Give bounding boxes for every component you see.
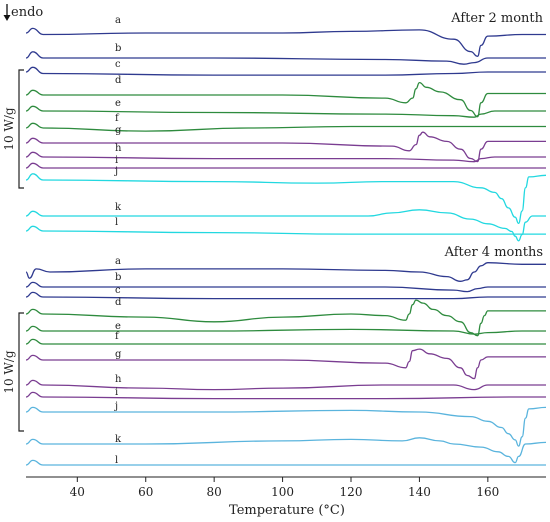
curve-label-2-month-f: f bbox=[115, 113, 120, 124]
panel-title-2-month: After 2 month bbox=[450, 11, 543, 26]
curve-label-2-month-k: k bbox=[115, 202, 122, 213]
endo-indicator: endo bbox=[3, 4, 43, 21]
curve-4-months-f bbox=[25, 338, 546, 345]
x-tick-label-40: 40 bbox=[70, 485, 85, 499]
curve-label-4-months-i: i bbox=[115, 387, 118, 398]
panel-title-4-months: After 4 months bbox=[444, 245, 543, 260]
x-axis-label: Temperature (°C) bbox=[229, 503, 345, 518]
scale-bracket-top bbox=[18, 69, 24, 189]
curve-2-month-g bbox=[25, 131, 546, 163]
curve-label-4-months-a: a bbox=[115, 256, 121, 267]
curve-4-months-e bbox=[25, 325, 546, 335]
curve-label-4-months-g: g bbox=[115, 349, 122, 360]
curve-4-months-i bbox=[25, 391, 546, 400]
curve-2-month-b bbox=[25, 51, 546, 65]
curve-label-2-month-a: a bbox=[115, 15, 121, 26]
curve-label-2-month-e: e bbox=[115, 98, 121, 109]
x-tick-label-80: 80 bbox=[207, 485, 222, 499]
curve-label-4-months-h: h bbox=[115, 374, 122, 385]
curve-label-4-months-e: e bbox=[115, 321, 121, 332]
x-tick-label-140: 140 bbox=[408, 485, 431, 499]
curve-4-months-d bbox=[25, 299, 546, 337]
curve-label-2-month-i: i bbox=[115, 155, 118, 166]
scale-bar-bottom: 10 W/g bbox=[2, 312, 24, 432]
curve-2-month-e bbox=[25, 105, 546, 118]
scale-label-bottom: 10 W/g bbox=[2, 350, 16, 393]
curve-4-months-c bbox=[25, 291, 546, 300]
curve-4-months-h bbox=[25, 379, 546, 391]
scale-bar-top: 10 W/g bbox=[2, 69, 24, 189]
curve-4-months-a bbox=[25, 262, 546, 282]
curve-label-2-month-d: d bbox=[115, 75, 122, 86]
curve-2-month-a bbox=[25, 27, 546, 57]
curve-label-4-months-c: c bbox=[115, 285, 121, 296]
x-tick-label-120: 120 bbox=[340, 485, 363, 499]
curve-4-months-g bbox=[25, 348, 546, 380]
curve-label-4-months-d: d bbox=[115, 297, 122, 308]
curve-label-4-months-l: l bbox=[115, 455, 118, 466]
curve-2-month-k bbox=[25, 209, 546, 242]
curve-2-month-l bbox=[25, 225, 546, 235]
scale-bracket-bottom bbox=[18, 312, 24, 432]
curve-label-2-month-b: b bbox=[115, 43, 121, 54]
curve-label-2-month-l: l bbox=[115, 217, 118, 228]
scale-label-top: 10 W/g bbox=[2, 107, 16, 150]
endo-arrow-head bbox=[3, 15, 11, 21]
curve-2-month-h bbox=[25, 151, 546, 163]
curve-2-month-d bbox=[25, 81, 547, 118]
curve-4-months-k bbox=[25, 437, 547, 464]
curve-label-2-month-h: h bbox=[115, 143, 122, 154]
curve-label-4-months-k: k bbox=[115, 434, 122, 445]
curve-label-2-month-g: g bbox=[115, 125, 122, 136]
curve-label-4-months-j: j bbox=[114, 401, 118, 412]
curve-4-months-l bbox=[25, 459, 546, 466]
curve-label-2-month-c: c bbox=[115, 59, 121, 70]
x-tick-label-60: 60 bbox=[138, 485, 153, 499]
curve-label-4-months-f: f bbox=[115, 331, 120, 342]
x-axis: 40 60 80 100 120 140 160 bbox=[26, 476, 546, 499]
curve-label-4-months-b: b bbox=[115, 272, 121, 283]
curve-2-month-i bbox=[25, 162, 546, 169]
curve-2-month-j bbox=[25, 173, 547, 225]
curve-4-months-b bbox=[25, 281, 546, 293]
curve-4-months-j bbox=[25, 406, 547, 447]
curve-2-month-f bbox=[25, 122, 546, 132]
endo-label: endo bbox=[11, 5, 43, 20]
x-tick-label-160: 160 bbox=[476, 485, 499, 499]
curve-2-month-c bbox=[25, 66, 546, 76]
curve-label-2-month-j: j bbox=[114, 166, 118, 177]
x-tick-label-100: 100 bbox=[271, 485, 294, 499]
